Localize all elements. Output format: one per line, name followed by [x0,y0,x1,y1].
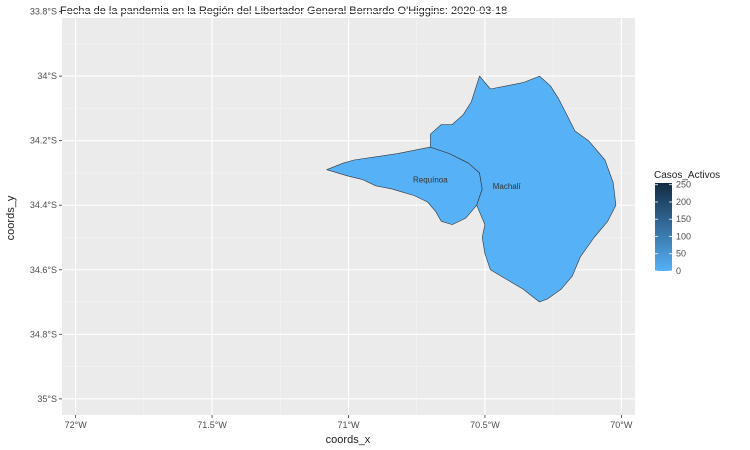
x-axis-title: coords_x [326,434,371,446]
x-tick-label: 70°W [610,420,633,430]
y-tick-label: 33.8°S [30,7,57,17]
x-tick-label: 72°W [65,420,88,430]
region-label: Machalí [493,182,522,191]
region-polygon [430,75,617,303]
y-tick-label: 35°S [37,394,57,404]
legend-tick-label: 0 [676,266,681,276]
region-polygon [326,146,483,225]
region-label: Requínoa [413,175,448,184]
legend-tick-label: 50 [676,249,686,259]
y-tick-label: 34.2°S [30,136,57,146]
x-tick-label: 70.5°W [470,420,500,430]
y-axis: 33.8°S 34°S 34.2°S 34.4°S 34.6°S 34.8°S 35°S [30,7,62,404]
plot-area: Requínoa Machalí [62,10,635,415]
x-tick-label: 71°W [337,420,360,430]
x-tick-label: 71.5°W [197,420,227,430]
legend-colorbar [655,183,672,271]
legend-title: Casos_Activos [654,170,720,181]
legend-tick-label: 100 [676,231,691,241]
legend-tick-label: 200 [676,197,691,207]
y-tick-label: 34.4°S [30,200,57,210]
x-axis: 72°W 71.5°W 71°W 70.5°W 70°W [65,415,633,430]
y-tick-label: 34.6°S [30,265,57,275]
legend-tick-label: 150 [676,214,691,224]
legend-tick-label: 250 [676,180,691,190]
y-tick-label: 34°S [37,71,57,81]
y-tick-label: 34.8°S [30,329,57,339]
legend: Casos_Activos 250 200 150 100 50 0 [654,170,720,276]
y-axis-title: coords_y [5,195,17,240]
